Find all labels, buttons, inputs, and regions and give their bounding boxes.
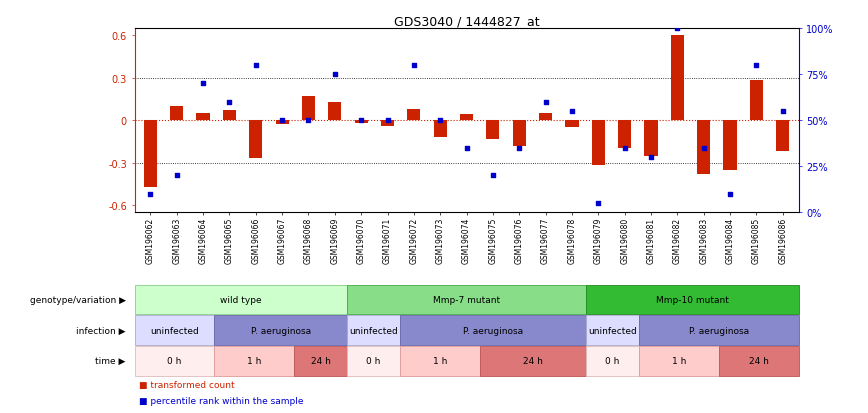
Bar [135, 316, 214, 345]
Point [512, 145, 526, 152]
Point [486, 173, 500, 179]
Point [565, 108, 579, 115]
Bar [407, 109, 420, 121]
Bar [586, 346, 639, 376]
Point [776, 108, 790, 115]
Bar [249, 121, 262, 159]
Text: 24 h: 24 h [749, 356, 769, 366]
Point [249, 62, 263, 69]
Bar [639, 316, 799, 345]
Text: ■ percentile rank within the sample: ■ percentile rank within the sample [139, 396, 304, 405]
Text: 1 h: 1 h [247, 356, 261, 366]
Bar [400, 346, 480, 376]
Bar [347, 285, 586, 315]
Bar [671, 36, 684, 121]
Bar [135, 346, 214, 376]
Text: 0 h: 0 h [606, 356, 620, 366]
Bar [639, 346, 719, 376]
Bar [347, 316, 400, 345]
Text: P. aeruginosa: P. aeruginosa [463, 326, 523, 335]
Point [749, 62, 763, 69]
Bar [460, 115, 473, 121]
Text: P. aeruginosa: P. aeruginosa [689, 326, 749, 335]
Bar [513, 121, 526, 146]
Text: 0 h: 0 h [168, 356, 181, 366]
Bar [196, 114, 210, 121]
Text: uninfected: uninfected [589, 326, 637, 335]
Bar [697, 121, 710, 175]
Text: infection ▶: infection ▶ [76, 326, 126, 335]
Bar [214, 316, 347, 345]
Bar [719, 346, 799, 376]
Text: 24 h: 24 h [523, 356, 542, 366]
Title: GDS3040 / 1444827_at: GDS3040 / 1444827_at [394, 15, 539, 28]
Bar [776, 121, 789, 152]
Bar [347, 346, 400, 376]
Point [539, 99, 553, 106]
Point [723, 191, 737, 198]
Point [460, 145, 474, 152]
Bar [354, 121, 368, 123]
Point [670, 26, 684, 32]
Bar [486, 121, 499, 139]
Point [328, 71, 342, 78]
Bar [565, 121, 579, 128]
Bar [434, 121, 447, 138]
Text: Mmp-7 mutant: Mmp-7 mutant [433, 295, 500, 304]
Point [433, 117, 447, 124]
Text: ■ transformed count: ■ transformed count [139, 380, 234, 389]
Bar [275, 121, 289, 125]
Text: 24 h: 24 h [311, 356, 331, 366]
Point [170, 173, 184, 179]
Bar [214, 346, 294, 376]
Bar [302, 97, 315, 121]
Bar [644, 121, 658, 156]
Text: genotype/variation ▶: genotype/variation ▶ [30, 295, 126, 304]
Point [196, 81, 210, 87]
Text: P. aeruginosa: P. aeruginosa [251, 326, 311, 335]
Bar [381, 121, 394, 126]
Point [644, 154, 658, 161]
Bar [144, 121, 157, 187]
Point [407, 62, 421, 69]
Text: 1 h: 1 h [672, 356, 687, 366]
Bar [135, 285, 347, 315]
Text: Mmp-10 mutant: Mmp-10 mutant [656, 295, 729, 304]
Text: uninfected: uninfected [349, 326, 398, 335]
Bar [592, 121, 605, 166]
Point [301, 117, 315, 124]
Bar [618, 121, 631, 149]
Bar [170, 107, 183, 121]
Point [697, 145, 711, 152]
Bar [586, 316, 639, 345]
Bar [723, 121, 737, 170]
Bar [400, 316, 586, 345]
Point [275, 117, 289, 124]
Text: uninfected: uninfected [150, 326, 199, 335]
Bar [328, 102, 341, 121]
Bar [480, 346, 586, 376]
Text: wild type: wild type [220, 295, 261, 304]
Point [143, 191, 157, 198]
Point [222, 99, 236, 106]
Bar [539, 114, 552, 121]
Text: 1 h: 1 h [433, 356, 447, 366]
Bar [223, 111, 236, 121]
Text: time ▶: time ▶ [95, 356, 126, 366]
Text: 0 h: 0 h [366, 356, 381, 366]
Point [380, 117, 394, 124]
Point [618, 145, 632, 152]
Bar [294, 346, 347, 376]
Bar [586, 285, 799, 315]
Point [354, 117, 368, 124]
Point [591, 200, 605, 207]
Bar [750, 81, 763, 121]
